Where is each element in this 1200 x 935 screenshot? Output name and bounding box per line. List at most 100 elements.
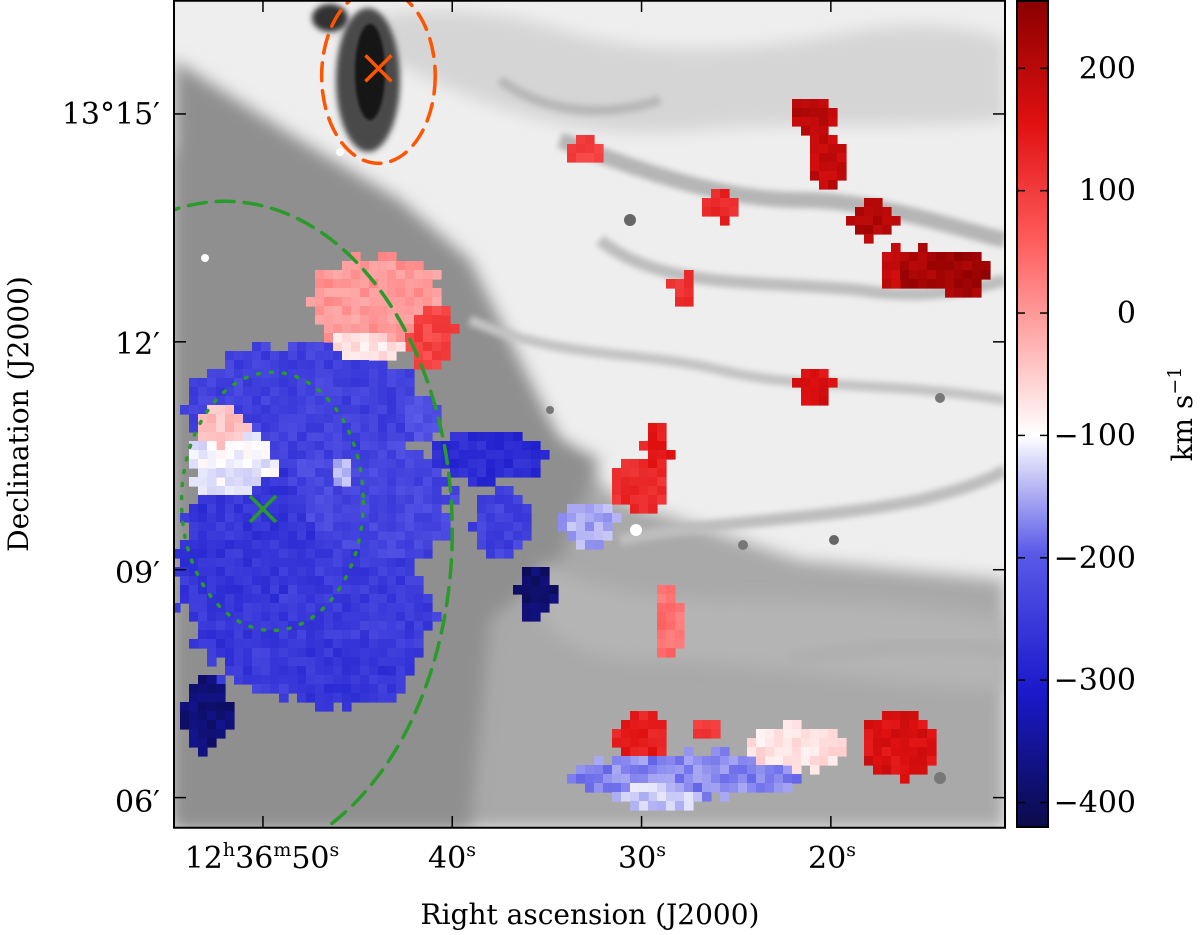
velocity-pixel	[558, 513, 568, 523]
velocity-pixel	[639, 468, 649, 478]
velocity-pixel	[414, 414, 424, 424]
velocity-pixel	[216, 567, 226, 577]
velocity-pixel	[891, 756, 901, 766]
velocity-pixel	[198, 387, 208, 397]
velocity-pixel	[396, 369, 406, 379]
velocity-pixel	[513, 531, 523, 541]
velocity-pixel	[396, 621, 406, 631]
velocity-pixel	[360, 567, 370, 577]
velocity-pixel	[774, 738, 784, 748]
velocity-pixel	[342, 261, 352, 271]
velocity-pixel	[801, 396, 811, 406]
velocity-pixel	[792, 765, 802, 775]
velocity-pixel	[279, 459, 289, 469]
velocity-pixel	[630, 783, 640, 793]
velocity-pixel	[567, 504, 577, 514]
velocity-pixel	[306, 477, 316, 487]
velocity-pixel	[369, 414, 379, 424]
velocity-pixel	[216, 675, 226, 685]
velocity-pixel	[783, 765, 793, 775]
velocity-pixel	[315, 414, 325, 424]
velocity-pixel	[324, 351, 334, 361]
velocity-pixel	[234, 657, 244, 667]
velocity-pixel	[810, 171, 820, 181]
velocity-pixel	[360, 459, 370, 469]
velocity-pixel	[261, 576, 271, 586]
velocity-pixel	[891, 252, 901, 262]
velocity-pixel	[414, 450, 424, 460]
velocity-pixel	[243, 513, 253, 523]
velocity-pixel	[261, 342, 271, 352]
velocity-pixel	[252, 603, 262, 613]
velocity-pixel	[198, 747, 208, 757]
velocity-pixel	[810, 135, 820, 145]
velocity-pixel	[225, 603, 235, 613]
velocity-pixel	[594, 504, 604, 514]
velocity-pixel	[369, 567, 379, 577]
velocity-pixel	[927, 279, 937, 289]
velocity-pixel	[234, 513, 244, 523]
velocity-pixel	[423, 486, 433, 496]
velocity-pixel	[333, 369, 343, 379]
velocity-pixel	[585, 513, 595, 523]
velocity-pixel	[441, 522, 451, 532]
velocity-pixel	[306, 414, 316, 424]
velocity-pixel	[900, 765, 910, 775]
velocity-pixel	[432, 270, 442, 280]
velocity-pixel	[675, 279, 685, 289]
velocity-pixel	[810, 153, 820, 163]
velocity-pixel	[486, 522, 496, 532]
velocity-pixel	[387, 450, 397, 460]
velocity-pixel	[486, 468, 496, 478]
velocity-pixel	[360, 441, 370, 451]
velocity-pixel	[873, 756, 883, 766]
velocity-pixel	[423, 270, 433, 280]
velocity-pixel	[369, 585, 379, 595]
velocity-pixel	[396, 441, 406, 451]
velocity-pixel	[747, 783, 757, 793]
velocity-pixel	[324, 702, 334, 712]
velocity-pixel	[288, 675, 298, 685]
velocity-pixel	[405, 567, 415, 577]
velocity-pixel	[369, 288, 379, 298]
velocity-pixel	[351, 252, 361, 262]
velocity-pixel	[306, 531, 316, 541]
velocity-pixel	[432, 612, 442, 622]
velocity-pixel	[684, 270, 694, 280]
velocity-pixel	[378, 396, 388, 406]
velocity-pixel	[891, 720, 901, 730]
velocity-pixel	[900, 252, 910, 262]
velocity-pixel	[414, 342, 424, 352]
velocity-pixel	[324, 648, 334, 658]
velocity-pixel	[909, 261, 919, 271]
velocity-pixel	[234, 648, 244, 658]
velocity-pixel	[369, 324, 379, 334]
velocity-pixel	[540, 567, 550, 577]
velocity-pixel	[369, 351, 379, 361]
velocity-pixel	[252, 477, 262, 487]
velocity-pixel	[306, 576, 316, 586]
velocity-pixel	[630, 468, 640, 478]
velocity-pixel	[387, 684, 397, 694]
velocity-pixel	[306, 549, 316, 559]
velocity-pixel	[639, 801, 649, 811]
velocity-pixel	[180, 702, 190, 712]
velocity-pixel	[621, 729, 631, 739]
velocity-pixel	[297, 621, 307, 631]
velocity-pixel	[657, 612, 667, 622]
velocity-pixel	[288, 666, 298, 676]
velocity-pixel	[234, 576, 244, 586]
velocity-pixel	[972, 261, 982, 271]
velocity-pixel	[198, 540, 208, 550]
velocity-pixel	[675, 801, 685, 811]
velocity-pixel	[621, 720, 631, 730]
velocity-pixel	[270, 468, 280, 478]
velocity-pixel	[333, 522, 343, 532]
velocity-pixel	[288, 630, 298, 640]
velocity-pixel	[261, 423, 271, 433]
velocity-pixel	[450, 468, 460, 478]
velocity-pixel	[333, 324, 343, 334]
velocity-pixel	[306, 639, 316, 649]
velocity-pixel	[324, 666, 334, 676]
velocity-pixel	[387, 252, 397, 262]
